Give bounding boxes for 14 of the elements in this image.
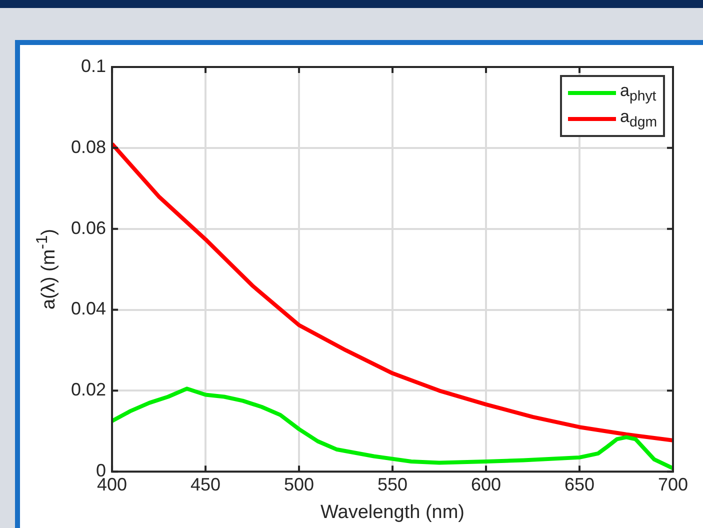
y-tick-label: 0.04: [70, 298, 106, 319]
y-tick-label: 0.02: [70, 380, 106, 400]
x-tick-label: 500: [284, 474, 314, 494]
y-tick-label: 0.06: [70, 218, 106, 238]
legend-label: a$_{phyt}$: [620, 81, 656, 105]
legend-label: a$_{dgm}$: [620, 107, 658, 131]
x-tick-label: 600: [470, 474, 502, 494]
x-tick-label: 450: [190, 474, 221, 494]
y-tick-label: 0.08: [70, 136, 106, 157]
x-axis-title: Wavelength (nm): [320, 502, 464, 523]
x-tick-label: 700: [658, 474, 688, 494]
x-tick-label: 650: [564, 474, 595, 494]
y-tick-label: 0.1: [81, 56, 106, 76]
x-tick-label: 550: [377, 474, 408, 494]
